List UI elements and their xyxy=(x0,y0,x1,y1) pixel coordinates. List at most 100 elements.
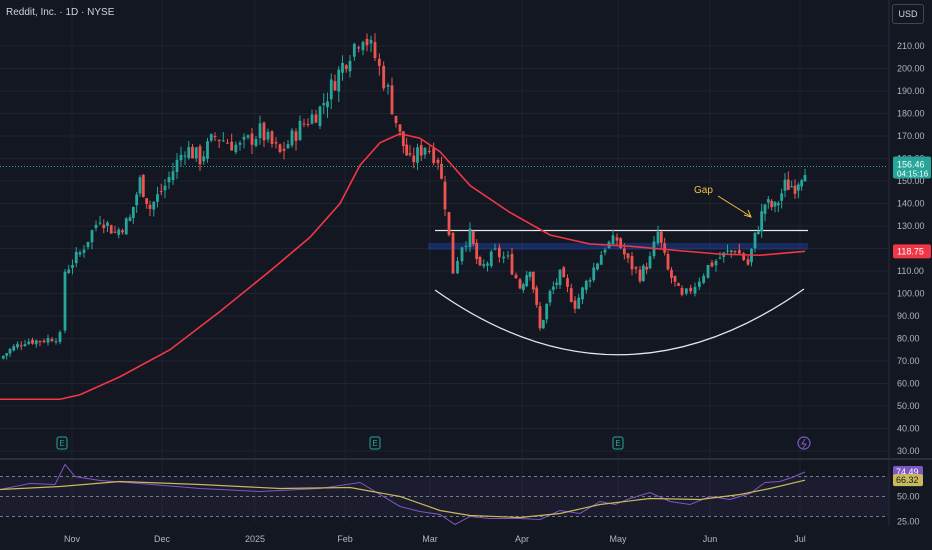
candle-body xyxy=(46,338,50,343)
candle-body xyxy=(525,275,529,287)
candle-body xyxy=(8,348,12,354)
candle-body xyxy=(274,142,278,144)
candle-body xyxy=(763,204,767,214)
gap-annotation-arrow xyxy=(717,195,751,217)
candle-body xyxy=(405,144,409,156)
candle-body xyxy=(486,263,489,266)
candle-body xyxy=(497,247,501,258)
candle-body xyxy=(626,253,630,259)
candle-body xyxy=(278,144,282,152)
candle-body xyxy=(365,38,369,46)
earnings-marker-letter: E xyxy=(59,439,64,448)
candle-body xyxy=(67,269,71,274)
candle-body xyxy=(377,58,381,66)
candle-body xyxy=(221,140,225,142)
candle-body xyxy=(175,159,179,173)
candle-body xyxy=(326,101,329,108)
candle-body xyxy=(697,281,701,287)
current-price-badge xyxy=(893,156,931,179)
x-tick-label: Feb xyxy=(337,534,353,544)
candle-body xyxy=(641,265,645,281)
candle-body xyxy=(677,283,680,286)
candle-body xyxy=(306,123,310,125)
candle-body xyxy=(63,271,67,331)
candle-body xyxy=(521,284,525,290)
candle-body xyxy=(555,282,559,285)
candle-body xyxy=(373,42,377,59)
x-tick-label: Jun xyxy=(703,534,718,544)
candle-body xyxy=(382,65,386,89)
lightning-icon xyxy=(801,438,807,449)
chart-title: Reddit, Inc. · 1D · NYSE xyxy=(6,7,115,18)
candle-body xyxy=(209,134,213,141)
candle-body xyxy=(34,340,38,345)
x-tick-label: Mar xyxy=(422,534,438,544)
candle-body xyxy=(493,248,497,250)
candle-body xyxy=(183,155,187,157)
y-tick-label: 130.00 xyxy=(897,221,925,231)
candle-body xyxy=(102,224,106,229)
candle-body xyxy=(475,242,479,259)
current-price-label: 156.46 xyxy=(897,159,925,169)
x-tick-label: May xyxy=(609,534,627,544)
candle-body xyxy=(786,179,790,190)
candle-body xyxy=(258,123,262,139)
candle-body xyxy=(753,232,757,249)
candle-body xyxy=(82,249,86,253)
candle-body xyxy=(684,288,688,294)
candle-body xyxy=(603,249,607,253)
dividend-marker-icon xyxy=(797,436,811,450)
candle-body xyxy=(266,131,270,140)
earnings-marker-letter: E xyxy=(615,439,620,448)
candle-body xyxy=(238,142,242,145)
candle-body xyxy=(573,300,577,309)
candle-body xyxy=(619,238,623,248)
candle-body xyxy=(131,206,135,218)
candle-body xyxy=(270,131,274,144)
candle-body xyxy=(482,264,486,267)
candle-body xyxy=(577,297,581,309)
candle-body xyxy=(746,259,750,265)
candle-body xyxy=(714,260,718,266)
candle-body xyxy=(766,199,770,203)
candle-body xyxy=(666,253,670,270)
candle-body xyxy=(634,267,638,269)
x-tick-label: Nov xyxy=(64,534,81,544)
candle-body xyxy=(341,62,344,73)
candle-body xyxy=(152,201,156,210)
y-tick-label: 80.00 xyxy=(897,334,920,344)
candle-body xyxy=(506,255,510,257)
candle-body xyxy=(440,163,443,179)
y-tick-label: 170.00 xyxy=(897,131,925,141)
candle-body xyxy=(718,257,722,259)
candle-body xyxy=(141,174,145,197)
candle-body xyxy=(451,232,455,274)
candle-body xyxy=(630,256,634,270)
currency-button[interactable]: USD xyxy=(892,4,924,24)
candle-body xyxy=(19,345,23,347)
candle-body xyxy=(780,193,784,201)
candle-body xyxy=(638,269,642,282)
y-tick-label: 180.00 xyxy=(897,109,925,119)
y-tick-label: 190.00 xyxy=(897,86,925,96)
candle-body xyxy=(171,171,175,181)
candle-body xyxy=(416,147,419,163)
y-tick-label: 70.00 xyxy=(897,356,920,366)
candle-body xyxy=(793,185,797,194)
candle-body xyxy=(702,275,706,283)
y-tick-label: 140.00 xyxy=(897,199,925,209)
rsi-y-tick-label: 25.00 xyxy=(897,516,920,526)
candle-body xyxy=(531,271,535,290)
candle-body xyxy=(427,150,431,152)
candle-body xyxy=(128,217,132,221)
candle-body xyxy=(352,43,356,57)
candle-body xyxy=(344,65,348,70)
candle-body xyxy=(357,47,361,49)
candle-body xyxy=(478,256,482,266)
candle-body xyxy=(611,235,615,245)
y-tick-label: 200.00 xyxy=(897,64,925,74)
candle-body xyxy=(54,341,58,343)
candle-body xyxy=(167,177,171,183)
